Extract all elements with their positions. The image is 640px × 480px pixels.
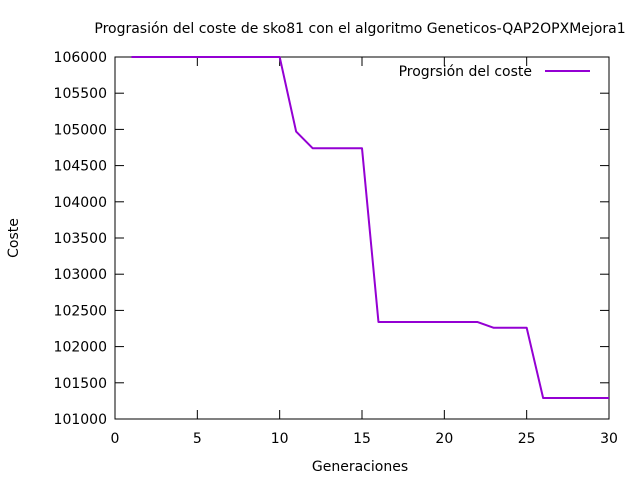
chart-title: Prograsión del coste de sko81 con el alg…: [94, 21, 625, 37]
series-layer: [131, 56, 609, 399]
y-tick-label: 104500: [54, 159, 107, 175]
x-axis-label: Generaciones: [312, 459, 408, 475]
legend-label: Progrsión del coste: [399, 64, 532, 80]
y-tick-labels: 101000 101500 102000 102500 103000 103500 1040…: [54, 50, 107, 428]
y-tick-label: 102500: [54, 303, 107, 319]
y-tick-label: 103500: [54, 231, 107, 247]
y-tick-label: 106000: [54, 50, 107, 66]
y-tick-label: 105000: [54, 122, 107, 138]
x-tick-label: 20: [435, 431, 453, 447]
x-tick-label: 25: [518, 431, 536, 447]
x-tick-label: 15: [353, 431, 371, 447]
y-axis-label: Coste: [6, 218, 22, 258]
x-tick-label: 5: [193, 431, 202, 447]
x-tick-labels: 0 5 10 15 20 25 30: [111, 431, 618, 447]
series-line: [131, 56, 609, 399]
x-tick-label: 0: [111, 431, 120, 447]
y-tick-label: 101000: [54, 412, 107, 428]
x-tick-label: 10: [271, 431, 289, 447]
y-tick-label: 101500: [54, 376, 107, 392]
y-tick-label: 105500: [54, 86, 107, 102]
y-tick-label: 103000: [54, 267, 107, 283]
y-tick-label: 104000: [54, 195, 107, 211]
x-tick-label: 30: [600, 431, 618, 447]
legend: Progrsión del coste: [399, 64, 590, 80]
y-tick-label: 102000: [54, 340, 107, 356]
plot-frame: [114, 56, 610, 420]
